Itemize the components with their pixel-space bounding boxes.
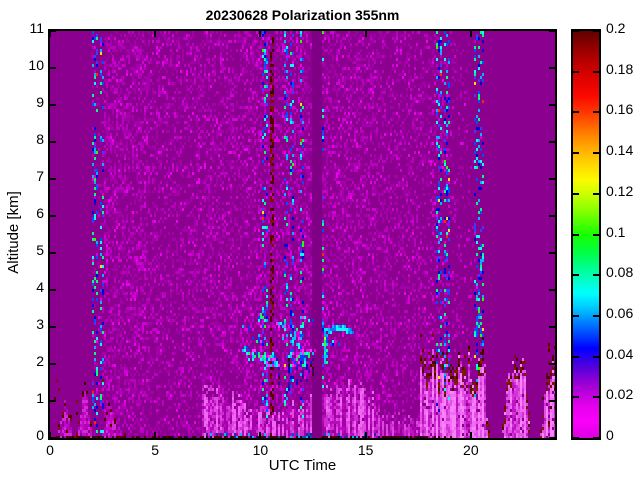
colorbar-frame [571, 29, 601, 440]
colorbar-tick-mark [593, 30, 599, 32]
y-tick-mark [549, 363, 555, 365]
y-tick-label: 6 [36, 205, 44, 221]
plot-frame [48, 29, 557, 440]
y-tick-mark [50, 400, 56, 402]
colorbar-tick-mark [593, 314, 599, 317]
colorbar-tick-label: 0 [606, 427, 614, 443]
y-tick-mark [50, 252, 56, 254]
colorbar-tick-mark [593, 111, 599, 114]
y-tick-mark [50, 178, 56, 180]
chart-title: 20230628 Polarization 355nm [205, 7, 400, 23]
x-tick-mark [364, 31, 367, 37]
colorbar-tick-label: 0.02 [606, 386, 634, 403]
colorbar-tick-mark [573, 233, 579, 236]
colorbar-tick-mark [573, 274, 579, 277]
colorbar-tick-mark [573, 30, 579, 32]
y-axis-label-text: Altitude [km] [4, 191, 22, 274]
y-tick-mark [549, 215, 555, 217]
x-tick-mark [364, 432, 367, 438]
y-tick-mark [50, 437, 56, 439]
colorbar-tick-label: 0.16 [606, 101, 634, 118]
y-tick-label: 5 [36, 242, 44, 258]
y-tick-mark [50, 215, 56, 217]
colorbar-tick-mark [593, 396, 599, 399]
y-tick-mark [549, 326, 555, 328]
colorbar-tick-label: 0.14 [606, 142, 634, 159]
y-tick-mark [50, 141, 56, 143]
x-tick-label: 15 [357, 442, 374, 458]
colorbar-tick-mark [573, 437, 579, 439]
colorbar-tick-mark [573, 152, 579, 155]
y-tick-label: 0 [36, 427, 44, 443]
heatmap-canvas [50, 31, 555, 438]
colorbar-tick-label: 0.04 [606, 345, 634, 362]
colorbar-tick-mark [573, 314, 579, 317]
x-tick-label: 5 [151, 442, 160, 458]
y-tick-label: 4 [36, 279, 44, 295]
y-tick-mark [50, 326, 56, 328]
x-tick-mark [469, 31, 472, 37]
colorbar-tick-label: 0.08 [606, 264, 634, 281]
colorbar-tick-label: 0.2 [606, 20, 626, 36]
y-tick-mark [549, 437, 555, 439]
colorbar-tick-mark [573, 70, 579, 73]
y-tick-label: 10 [28, 57, 44, 73]
x-tick-mark [154, 432, 157, 438]
y-tick-label: 11 [29, 20, 44, 36]
y-tick-mark [50, 104, 56, 106]
x-tick-label: 0 [46, 442, 54, 458]
x-tick-mark [259, 31, 262, 37]
colorbar-tick-label: 0.12 [606, 182, 634, 199]
y-tick-mark [549, 289, 555, 291]
colorbar-tick-label: 0.18 [606, 60, 634, 77]
y-tick-mark [549, 104, 555, 106]
colorbar-tick-mark [593, 192, 599, 195]
colorbar-tick-mark [573, 111, 579, 114]
x-tick-mark [259, 432, 262, 438]
colorbar-tick-mark [593, 233, 599, 236]
colorbar-tick-label: 0.06 [606, 304, 634, 321]
colorbar-tick-mark [573, 355, 579, 358]
colorbar-tick-label: 0.1 [606, 223, 626, 240]
colorbar-tick-mark [573, 396, 579, 399]
y-tick-label: 1 [36, 390, 44, 406]
x-axis-label: UTC Time [268, 457, 337, 474]
y-tick-mark [549, 178, 555, 180]
y-tick-mark [549, 141, 555, 143]
colorbar-tick-mark [593, 355, 599, 358]
y-axis-label: Altitude [km] [2, 29, 24, 436]
x-tick-mark [49, 432, 51, 438]
x-tick-mark [154, 31, 157, 37]
y-tick-label: 3 [36, 316, 44, 332]
colorbar-tick-mark [593, 70, 599, 73]
y-tick-mark [50, 363, 56, 365]
y-tick-label: 9 [36, 94, 44, 110]
y-tick-mark [50, 67, 56, 69]
colorbar-tick-mark [593, 437, 599, 439]
x-tick-mark [469, 432, 472, 438]
y-tick-mark [549, 30, 555, 32]
y-tick-label: 7 [36, 168, 44, 184]
y-tick-mark [549, 400, 555, 402]
x-tick-label: 10 [252, 442, 269, 458]
y-tick-label: 2 [36, 353, 44, 369]
colorbar-tick-mark [593, 152, 599, 155]
y-tick-label: 8 [36, 131, 44, 147]
y-tick-mark [549, 67, 555, 69]
x-tick-mark [49, 31, 51, 37]
y-tick-mark [50, 30, 56, 32]
x-tick-label: 20 [463, 442, 479, 458]
colorbar-tick-mark [573, 192, 579, 195]
colorbar-tick-mark [593, 274, 599, 277]
y-tick-mark [50, 289, 56, 291]
y-tick-mark [549, 252, 555, 254]
